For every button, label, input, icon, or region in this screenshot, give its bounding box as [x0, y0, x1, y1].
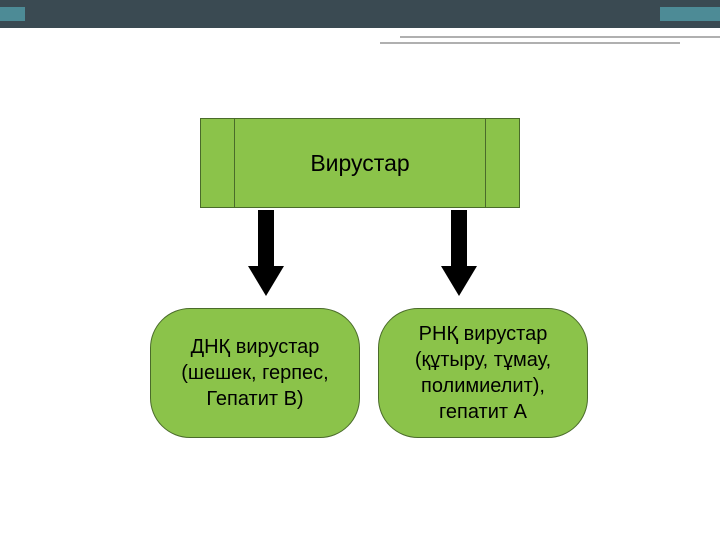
- arrow-head-icon: [248, 266, 284, 296]
- arrow-left: [251, 210, 281, 300]
- arrow-right: [444, 210, 474, 300]
- diagram: Вирустар ДНҚ вирустар (шешек, герпес, Ге…: [0, 28, 720, 88]
- arrow-head-icon: [441, 266, 477, 296]
- header-bar: [0, 0, 720, 28]
- leaf-node-rna: РНҚ вирустар (құтыру, тұмау, полимиелит)…: [378, 308, 588, 438]
- leaf-label: ДНҚ вирустар (шешек, герпес, Гепатит В): [161, 334, 349, 412]
- arrow-shaft: [258, 210, 274, 268]
- leaf-label: РНҚ вирустар (құтыру, тұмау, полимиелит)…: [389, 321, 577, 425]
- root-side-left: [200, 118, 235, 208]
- root-label: Вирустар: [235, 118, 485, 208]
- root-node: Вирустар: [200, 118, 520, 208]
- arrow-shaft: [451, 210, 467, 268]
- header-accent-right: [660, 7, 720, 21]
- header-accent-left: [0, 7, 25, 21]
- root-side-right: [485, 118, 520, 208]
- leaf-node-dna: ДНҚ вирустар (шешек, герпес, Гепатит В): [150, 308, 360, 438]
